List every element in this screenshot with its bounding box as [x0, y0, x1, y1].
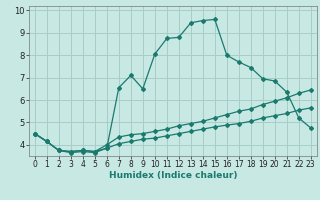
X-axis label: Humidex (Indice chaleur): Humidex (Indice chaleur) [108, 171, 237, 180]
